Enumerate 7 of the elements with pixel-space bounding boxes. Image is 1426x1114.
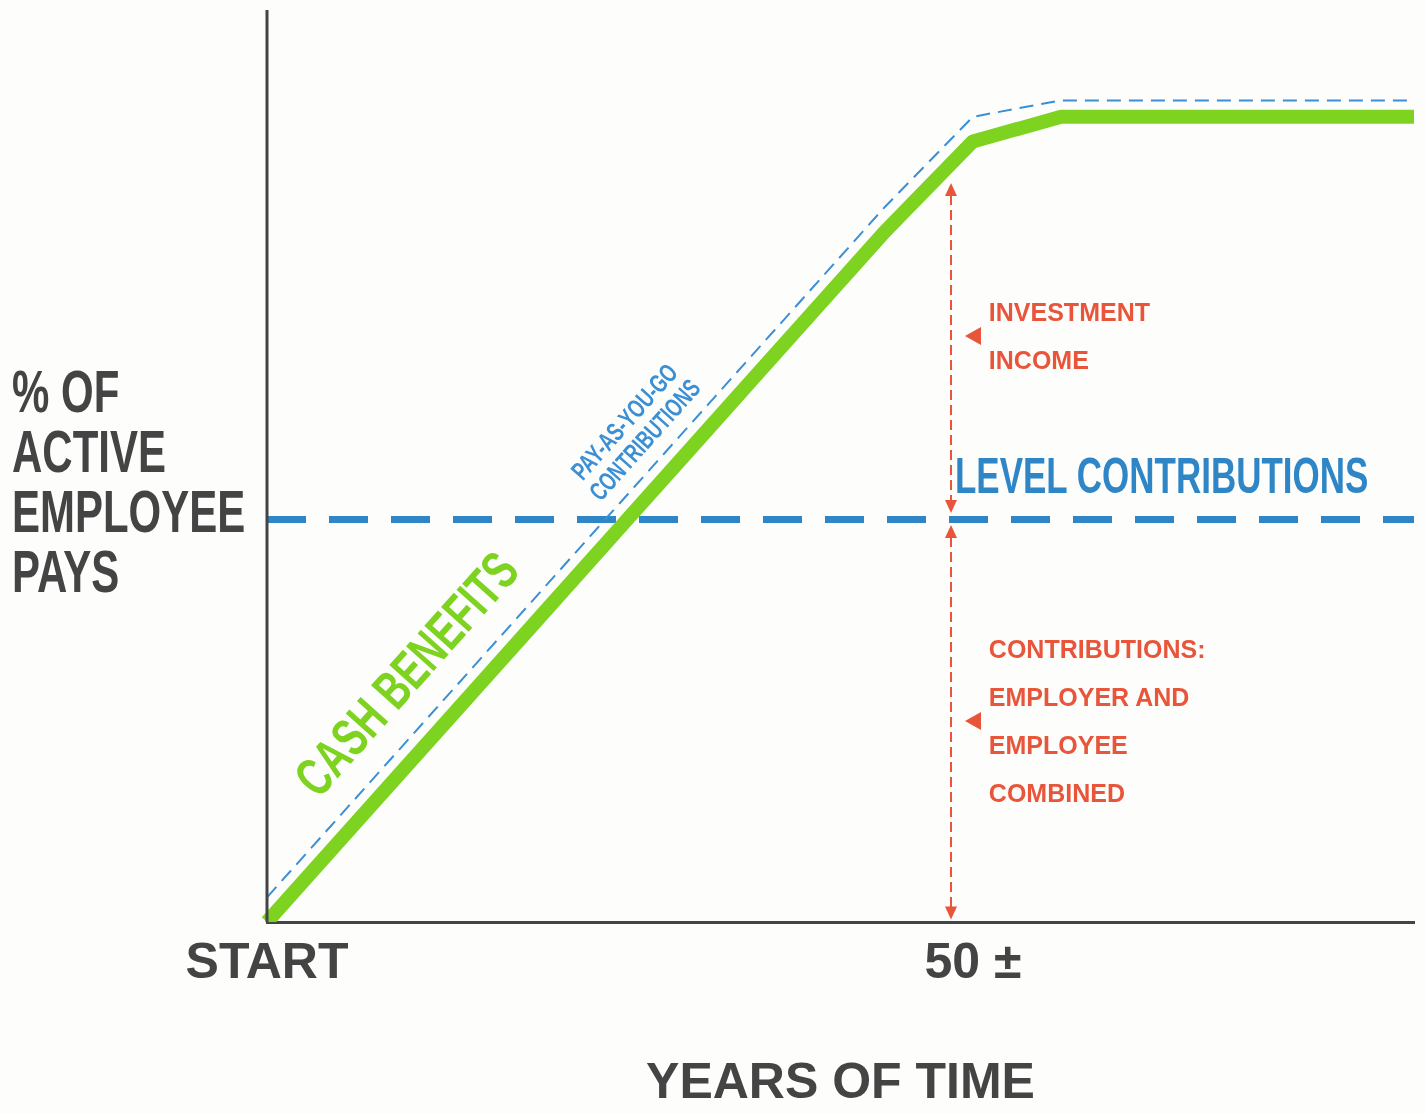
y-axis-title: % OF ACTIVE EMPLOYEE PAYS xyxy=(12,357,246,605)
annotation: INVESTMENT INCOME xyxy=(988,297,1151,377)
x-tick-label: 50 ± xyxy=(924,932,1022,989)
series-label: LEVEL CONTRIBUTIONS xyxy=(954,447,1369,504)
x-axis-title: YEARS OF TIME xyxy=(646,1052,1035,1109)
annotation: CONTRIBUTIONS: EMPLOYER AND EMPLOYEE COMBINED xyxy=(988,633,1207,809)
x-tick-label: START xyxy=(185,932,349,989)
